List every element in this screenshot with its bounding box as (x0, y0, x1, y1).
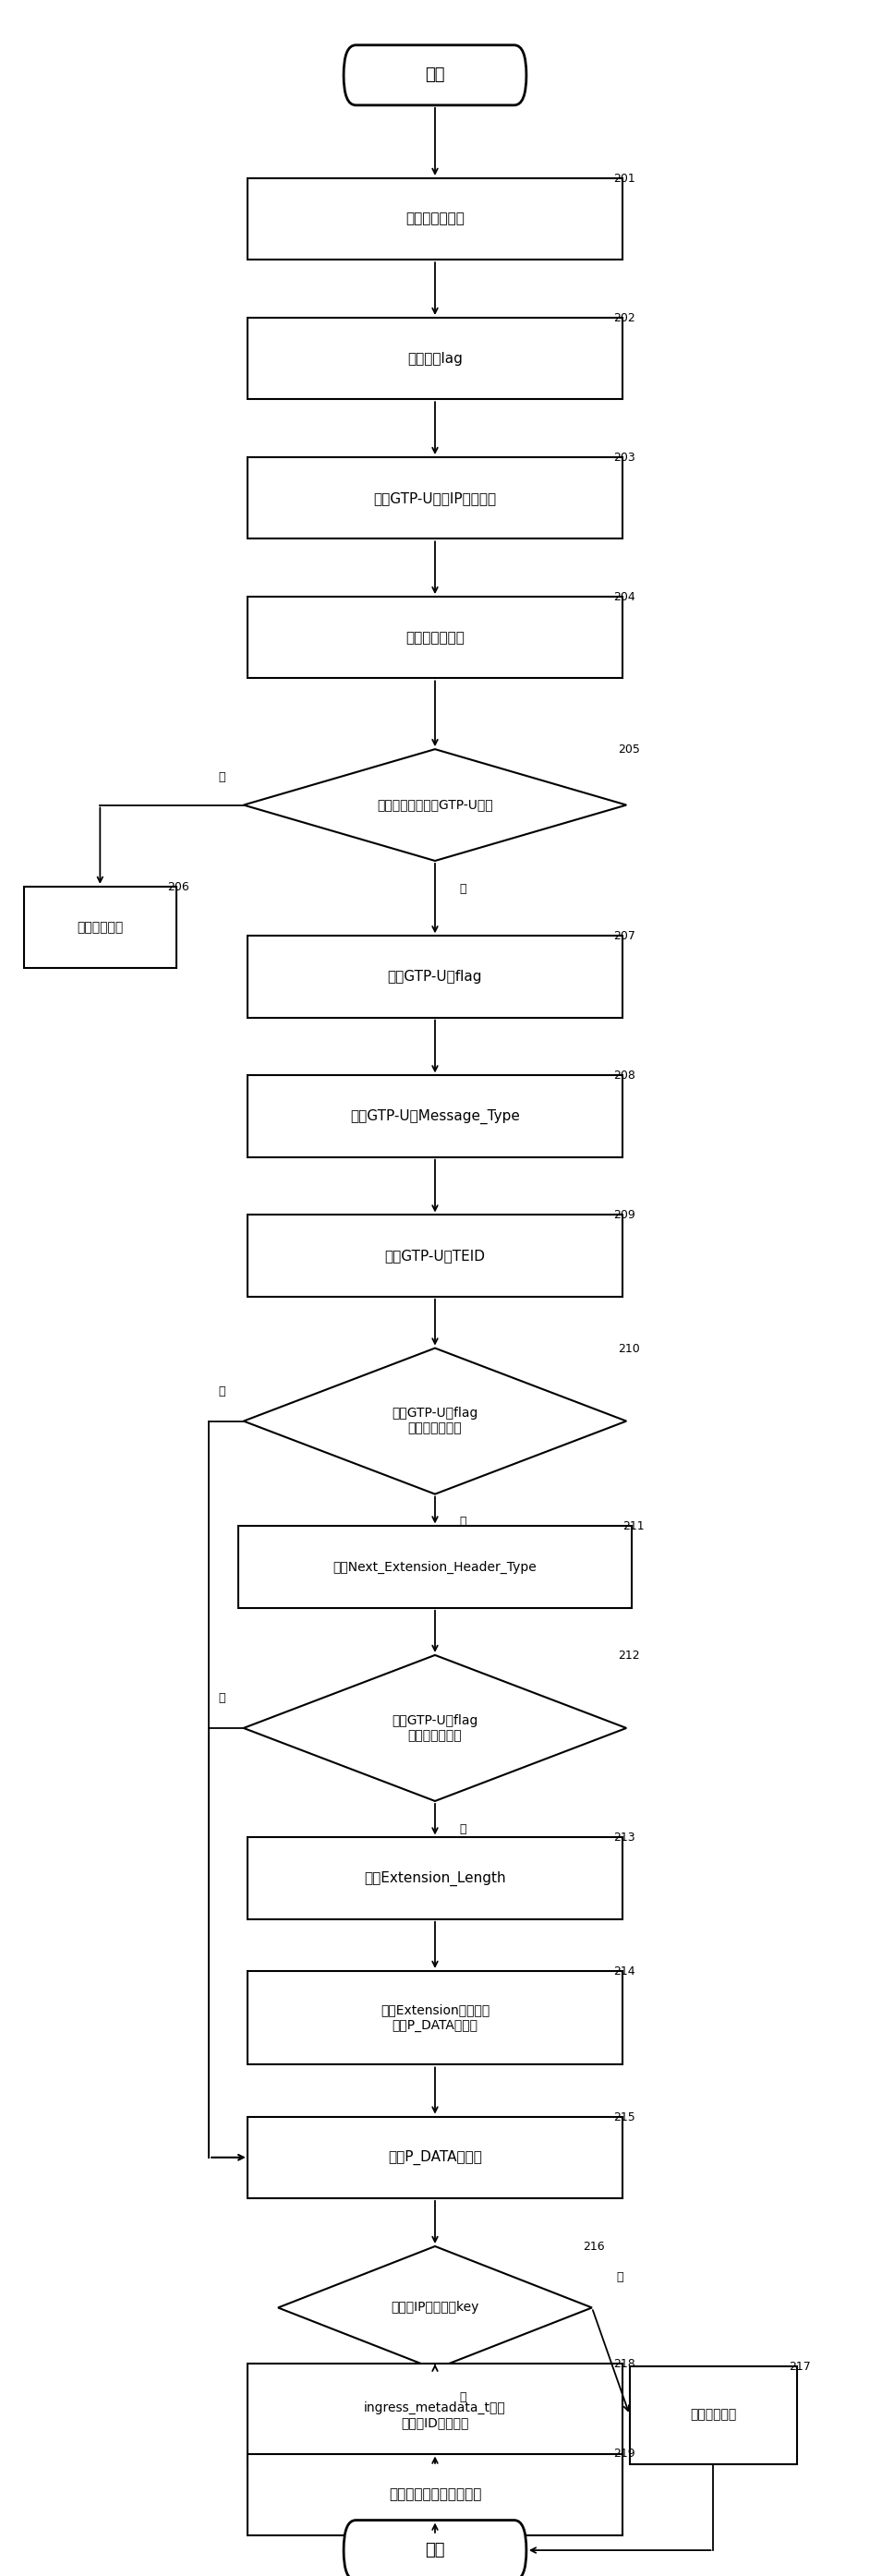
Bar (24, 886, 176, 969)
Text: 215: 215 (613, 2112, 635, 2123)
Text: 214: 214 (613, 1965, 635, 1978)
Text: 其他处理流程: 其他处理流程 (77, 920, 124, 935)
Text: 206: 206 (167, 881, 190, 894)
Text: 判断数据报是否为GTP-U协议: 判断数据报是否为GTP-U协议 (377, 799, 493, 811)
Polygon shape (244, 750, 626, 860)
Text: 否: 否 (218, 770, 225, 783)
Text: 提取的IP数据命中key: 提取的IP数据命中key (391, 2300, 479, 2313)
Bar (248, 2452, 622, 2535)
Text: 201: 201 (613, 173, 635, 185)
Text: 否: 否 (218, 1692, 225, 1703)
Polygon shape (244, 1656, 626, 1801)
Bar (238, 1525, 632, 1607)
Bar (630, 2365, 797, 2463)
Text: 创建多播lag: 创建多播lag (407, 350, 463, 366)
Text: 提取Next_Extension_Header_Type: 提取Next_Extension_Header_Type (333, 1561, 537, 1574)
Text: 是: 是 (459, 1517, 466, 1528)
Text: 判断GTP-U的flag
后三位是否有值: 判断GTP-U的flag 后三位是否有值 (392, 1406, 479, 1435)
Bar (248, 935, 622, 1018)
Text: 211: 211 (623, 1520, 645, 1533)
Text: 是: 是 (459, 884, 466, 894)
Text: 209: 209 (613, 1211, 635, 1221)
Text: 210: 210 (618, 1342, 639, 1355)
Polygon shape (278, 2246, 592, 2370)
FancyBboxPatch shape (344, 46, 526, 106)
Bar (248, 178, 622, 260)
Text: 解析P_DATA数据段: 解析P_DATA数据段 (388, 2151, 482, 2164)
Text: 202: 202 (613, 312, 635, 325)
Text: 207: 207 (613, 930, 635, 943)
Text: 判断GTP-U的flag
是否有扩展包头: 判断GTP-U的flag 是否有扩展包头 (392, 1713, 479, 1741)
Text: 提取GTP-U的Message_Type: 提取GTP-U的Message_Type (350, 1108, 520, 1123)
Bar (248, 2117, 622, 2197)
Bar (248, 1971, 622, 2066)
Text: 提取GTP-U的TEID: 提取GTP-U的TEID (385, 1249, 485, 1262)
Bar (248, 317, 622, 399)
Text: 是: 是 (459, 1824, 466, 1834)
FancyBboxPatch shape (344, 2519, 526, 2576)
Text: 配置GTP-U内层IP过滤规则: 配置GTP-U内层IP过滤规则 (373, 492, 497, 505)
Text: 结束: 结束 (425, 2543, 445, 2558)
Text: 218: 218 (613, 2360, 635, 2370)
Text: 208: 208 (613, 1069, 635, 1082)
Bar (248, 459, 622, 538)
Text: 开始: 开始 (425, 67, 445, 82)
Text: 提取GTP-U的flag: 提取GTP-U的flag (388, 969, 482, 984)
Text: 204: 204 (613, 592, 635, 603)
Text: 205: 205 (618, 744, 639, 755)
Text: 213: 213 (613, 1832, 635, 1844)
Bar (248, 1216, 622, 1296)
Text: 217: 217 (788, 2360, 810, 2372)
Text: 219: 219 (613, 2447, 635, 2460)
Text: 是: 是 (459, 2391, 466, 2403)
Bar (248, 1077, 622, 1157)
Text: 提取Extension_Length: 提取Extension_Length (364, 1870, 506, 1886)
Text: 212: 212 (618, 1649, 639, 1662)
Text: 不处理该报文: 不处理该报文 (690, 2409, 737, 2421)
Text: ingress_metadata_t获取
多播组ID和哈希值: ingress_metadata_t获取 多播组ID和哈希值 (364, 2401, 506, 2429)
Text: 添加并使能端口: 添加并使能端口 (405, 211, 465, 227)
Text: 根据Extension数据长度
跳至P_DATA数据段: 根据Extension数据长度 跳至P_DATA数据段 (380, 2004, 490, 2032)
Bar (248, 2365, 622, 2465)
Text: 否: 否 (616, 2272, 623, 2282)
Text: 203: 203 (613, 451, 635, 464)
Polygon shape (244, 1347, 626, 1494)
Text: 216: 216 (583, 2241, 605, 2251)
Text: 报文以负载均衡方式转出: 报文以负载均衡方式转出 (389, 2488, 481, 2501)
Bar (248, 1837, 622, 1919)
Bar (248, 598, 622, 677)
Text: 接收现网数据报: 接收现网数据报 (405, 631, 465, 644)
Text: 否: 否 (218, 1386, 225, 1396)
